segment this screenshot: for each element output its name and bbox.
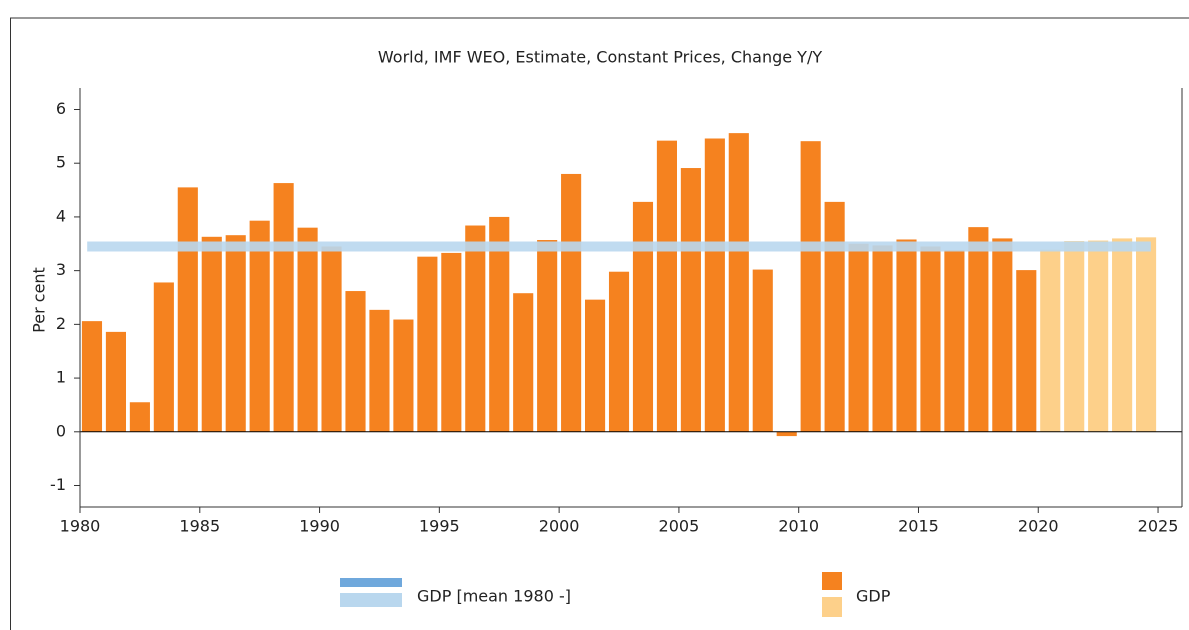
x-tick-label: 2005 <box>659 517 700 536</box>
bar <box>369 309 390 432</box>
y-tick-label: 0 <box>56 421 66 440</box>
bar <box>656 140 677 432</box>
x-tick-label: 1995 <box>419 517 460 536</box>
x-tick-label: 1990 <box>299 517 340 536</box>
bar <box>896 239 917 432</box>
legend-label: GDP <box>856 587 891 606</box>
y-axis-label: Per cent <box>30 267 49 333</box>
bar <box>944 250 965 432</box>
chart-title: World, IMF WEO, Estimate, Constant Price… <box>378 48 822 67</box>
bar <box>585 299 606 432</box>
bar <box>201 236 222 432</box>
bar <box>321 246 342 432</box>
bar <box>608 271 630 432</box>
bar <box>81 321 103 432</box>
y-tick-label: 5 <box>56 153 66 172</box>
bar <box>1016 270 1037 432</box>
bar <box>1112 238 1133 432</box>
bar <box>728 133 749 432</box>
bar <box>1064 241 1085 432</box>
bar <box>632 201 654 432</box>
bar <box>153 282 174 432</box>
bar <box>968 227 989 432</box>
bar <box>441 252 462 432</box>
bar <box>992 238 1013 432</box>
bar <box>513 293 534 432</box>
x-tick-label: 1980 <box>60 517 101 536</box>
y-tick-label: 3 <box>56 260 66 279</box>
bar <box>393 319 414 432</box>
bar <box>345 291 366 432</box>
bar <box>273 183 294 432</box>
bar <box>465 225 486 432</box>
bar <box>489 216 510 432</box>
y-tick-label: 2 <box>56 314 66 333</box>
bar <box>776 431 797 437</box>
bar <box>225 235 246 432</box>
bar <box>129 402 150 432</box>
bar <box>1088 240 1109 432</box>
bar <box>297 227 318 432</box>
bar <box>752 269 773 432</box>
y-tick-label: 4 <box>56 206 66 225</box>
bar <box>920 246 941 432</box>
bar <box>537 240 558 432</box>
y-tick-label: -1 <box>50 475 66 494</box>
bar <box>800 141 821 432</box>
bar <box>872 245 893 432</box>
legend-swatch <box>340 593 402 607</box>
bar <box>824 201 845 432</box>
bar <box>1136 237 1157 432</box>
y-tick-label: 1 <box>56 368 66 387</box>
bar <box>417 256 438 432</box>
x-tick-label: 2025 <box>1138 517 1179 536</box>
bar <box>177 187 198 432</box>
x-tick-label: 2010 <box>778 517 819 536</box>
bar <box>848 243 869 432</box>
bar <box>249 220 270 432</box>
x-tick-label: 2020 <box>1018 517 1059 536</box>
y-tick-label: 6 <box>56 99 66 118</box>
legend-swatch <box>822 597 842 617</box>
bar <box>561 173 582 432</box>
legend-swatch <box>822 572 842 590</box>
x-tick-label: 2000 <box>539 517 580 536</box>
x-tick-label: 2015 <box>898 517 939 536</box>
bar <box>1040 249 1061 432</box>
legend-swatch <box>340 578 402 587</box>
bar <box>704 138 725 432</box>
bar <box>680 168 701 432</box>
bar <box>105 331 126 432</box>
x-tick-label: 1985 <box>179 517 220 536</box>
legend-label: GDP [mean 1980 -] <box>417 587 571 606</box>
